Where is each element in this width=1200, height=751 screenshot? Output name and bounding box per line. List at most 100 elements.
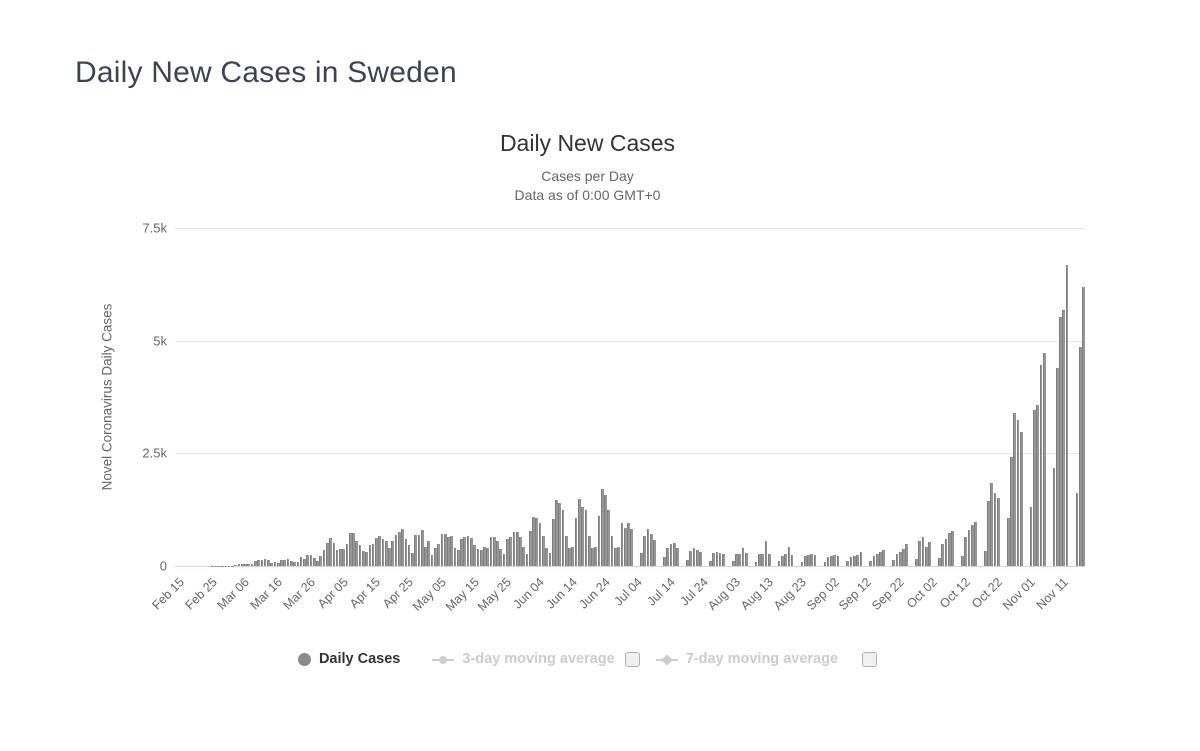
daily-cases-bar[interactable] — [1082, 287, 1085, 566]
daily-cases-bar[interactable] — [450, 536, 454, 566]
daily-cases-bar[interactable] — [217, 565, 221, 566]
daily-cases-bar[interactable] — [476, 548, 480, 566]
daily-cases-bar[interactable] — [741, 548, 745, 566]
daily-cases-bar[interactable] — [735, 554, 738, 566]
daily-cases-bar[interactable] — [470, 537, 473, 566]
daily-cases-bar[interactable] — [309, 554, 313, 566]
daily-cases-bar[interactable] — [227, 565, 231, 566]
daily-cases-bar[interactable] — [250, 563, 254, 566]
daily-cases-bar[interactable] — [502, 553, 506, 566]
daily-cases-bar[interactable] — [620, 523, 624, 566]
daily-cases-bar[interactable] — [630, 529, 634, 566]
daily-cases-bar[interactable] — [270, 562, 273, 566]
daily-cases-bar[interactable] — [479, 550, 483, 566]
daily-cases-bar[interactable] — [614, 547, 617, 566]
daily-cases-bar[interactable] — [1010, 456, 1013, 566]
daily-cases-bar[interactable] — [987, 501, 990, 566]
daily-cases-bar[interactable] — [1078, 346, 1082, 566]
daily-cases-bar[interactable] — [587, 536, 591, 566]
legend-item-daily-cases[interactable]: Daily Cases — [297, 651, 400, 667]
daily-cases-bar[interactable] — [627, 523, 630, 566]
daily-cases-bar[interactable] — [1052, 467, 1056, 566]
daily-cases-bar[interactable] — [941, 543, 945, 566]
daily-cases-bar[interactable] — [312, 557, 316, 566]
daily-cases-bar[interactable] — [686, 559, 689, 566]
daily-cases-bar[interactable] — [329, 538, 332, 566]
daily-cases-bar[interactable] — [918, 541, 922, 566]
daily-cases-bar[interactable] — [267, 559, 270, 566]
daily-cases-bar[interactable] — [692, 548, 696, 566]
daily-cases-bar[interactable] — [568, 547, 571, 566]
daily-cases-bar[interactable] — [653, 539, 656, 566]
legend-item-3day-moving-average[interactable]: 3-day moving average — [432, 651, 615, 667]
daily-cases-bar[interactable] — [1059, 316, 1062, 566]
daily-cases-bar[interactable] — [303, 558, 306, 566]
daily-cases-bar[interactable] — [859, 551, 863, 566]
daily-cases-bar[interactable] — [519, 537, 522, 566]
daily-cases-bar[interactable] — [767, 553, 771, 566]
daily-cases-bar[interactable] — [581, 507, 584, 566]
daily-cases-bar[interactable] — [925, 546, 928, 566]
daily-cases-bar[interactable] — [358, 545, 362, 566]
daily-cases-bar[interactable] — [676, 548, 679, 566]
daily-cases-bar[interactable] — [411, 553, 414, 566]
daily-cases-bar[interactable] — [499, 548, 503, 566]
daily-cases-bar[interactable] — [938, 557, 941, 566]
daily-cases-bar[interactable] — [650, 533, 653, 566]
daily-cases-bar[interactable] — [492, 537, 496, 566]
daily-cases-bar[interactable] — [355, 541, 359, 566]
daily-cases-bar[interactable] — [990, 483, 994, 566]
daily-cases-bar[interactable] — [1006, 518, 1010, 566]
daily-cases-bar[interactable] — [483, 546, 486, 566]
daily-cases-bar[interactable] — [453, 547, 457, 566]
daily-cases-bar[interactable] — [892, 559, 895, 566]
daily-cases-bar[interactable] — [512, 532, 516, 566]
daily-cases-bar[interactable] — [708, 561, 712, 566]
daily-cases-bar[interactable] — [535, 518, 539, 566]
daily-cases-bar[interactable] — [234, 565, 237, 566]
daily-cases-bar[interactable] — [584, 509, 588, 566]
daily-cases-bar[interactable] — [902, 548, 905, 566]
daily-cases-bar[interactable] — [339, 548, 342, 566]
daily-cases-bar[interactable] — [443, 534, 447, 566]
daily-cases-bar[interactable] — [420, 530, 424, 566]
daily-cases-bar[interactable] — [830, 555, 833, 566]
daily-cases-bar[interactable] — [525, 553, 529, 566]
daily-cases-bar[interactable] — [722, 554, 725, 566]
daily-cases-bar[interactable] — [715, 551, 719, 566]
daily-cases-bar[interactable] — [447, 537, 450, 566]
daily-cases-bar[interactable] — [669, 543, 673, 566]
daily-cases-bar[interactable] — [319, 556, 323, 566]
daily-cases-bar[interactable] — [538, 523, 542, 566]
daily-cases-bar[interactable] — [401, 529, 404, 566]
daily-cases-bar[interactable] — [1055, 367, 1059, 566]
daily-cases-bar[interactable] — [895, 553, 899, 566]
daily-cases-bar[interactable] — [672, 542, 676, 566]
daily-cases-bar[interactable] — [316, 561, 319, 566]
daily-cases-bar[interactable] — [548, 553, 552, 566]
daily-cases-bar[interactable] — [915, 559, 918, 566]
daily-cases-bar[interactable] — [810, 554, 814, 566]
daily-cases-bar[interactable] — [558, 503, 562, 566]
daily-cases-bar[interactable] — [414, 534, 418, 566]
daily-cases-bar[interactable] — [253, 561, 257, 566]
daily-cases-bar[interactable] — [1036, 405, 1039, 566]
daily-cases-bar[interactable] — [833, 554, 837, 566]
daily-cases-bar[interactable] — [440, 534, 444, 566]
daily-cases-bar[interactable] — [296, 561, 300, 566]
daily-cases-bar[interactable] — [604, 495, 607, 566]
daily-cases-bar[interactable] — [437, 543, 440, 566]
daily-cases-bar[interactable] — [240, 564, 244, 566]
daily-cases-bar[interactable] — [522, 546, 526, 566]
daily-cases-bar[interactable] — [666, 548, 670, 566]
daily-cases-bar[interactable] — [856, 554, 859, 566]
daily-cases-bar[interactable] — [761, 553, 765, 566]
daily-cases-bar[interactable] — [718, 552, 722, 566]
daily-cases-bar[interactable] — [293, 562, 296, 566]
daily-cases-bar[interactable] — [427, 540, 431, 566]
daily-cases-bar[interactable] — [849, 556, 853, 566]
daily-cases-bar[interactable] — [381, 538, 385, 566]
daily-cases-bar[interactable] — [371, 543, 375, 566]
daily-cases-bar[interactable] — [731, 561, 735, 566]
legend-item-7day-moving-average[interactable]: 7-day moving average — [655, 651, 838, 667]
